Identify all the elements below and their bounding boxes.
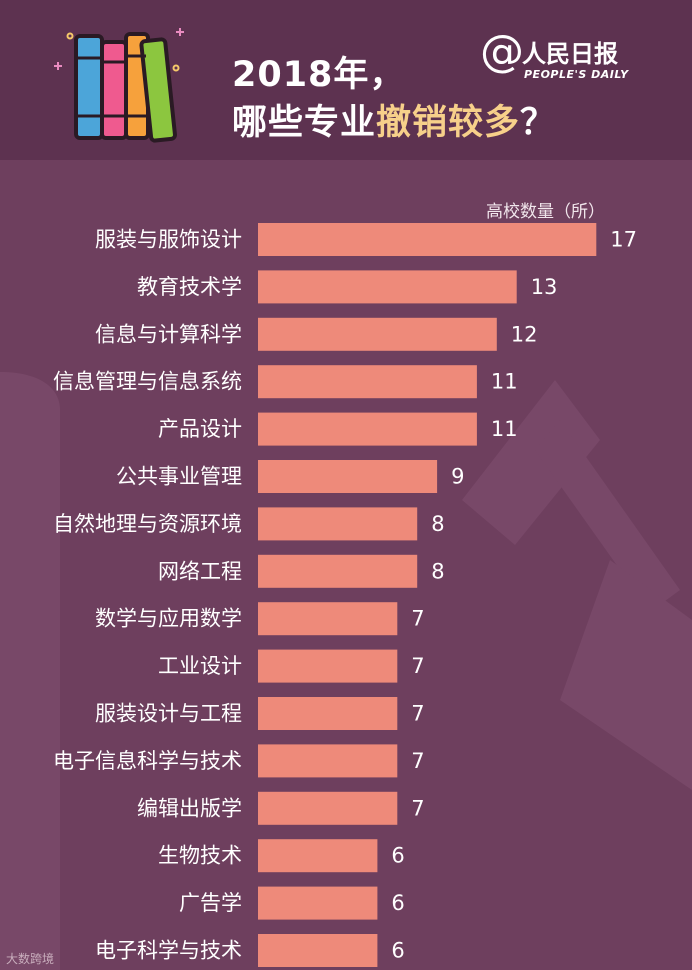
value-label: 13 — [531, 275, 558, 299]
value-label: 9 — [451, 465, 464, 489]
peoples-daily-logo: @ 人民日报 PEOPLE'S DAILY — [480, 26, 660, 92]
brand-english: PEOPLE'S DAILY — [524, 68, 629, 81]
bar — [258, 365, 477, 399]
category-label: 信息与计算科学 — [95, 322, 242, 346]
category-label: 电子科学与技术 — [95, 939, 242, 963]
category-label: 数学与应用数学 — [95, 607, 242, 631]
bar — [258, 317, 497, 351]
value-label: 8 — [431, 512, 444, 536]
value-label: 6 — [391, 939, 404, 963]
value-label: 17 — [610, 228, 637, 252]
bar — [258, 270, 517, 304]
value-label: 11 — [491, 370, 518, 394]
bar — [258, 460, 438, 493]
books-icon — [54, 28, 184, 143]
value-label: 7 — [411, 796, 424, 820]
bar — [258, 223, 597, 256]
value-label: 11 — [491, 417, 518, 441]
bar — [258, 412, 477, 446]
category-label: 生物技术 — [158, 844, 242, 868]
brand-name: 人民日报 — [522, 40, 618, 68]
bar — [258, 839, 378, 873]
value-label: 6 — [391, 844, 404, 868]
category-label: 电子信息科学与技术 — [53, 749, 242, 773]
brand-at-symbol: @ — [480, 26, 524, 77]
category-label: 广告学 — [179, 891, 242, 915]
bar — [258, 507, 418, 541]
title-highlight: 撤销较多 — [376, 103, 521, 143]
category-label: 服装设计与工程 — [95, 702, 242, 726]
category-label: 服装与服饰设计 — [95, 228, 242, 252]
bar — [258, 744, 398, 778]
category-label: 工业设计 — [158, 654, 242, 678]
title-line-2: 哪些专业撤销较多？ — [232, 94, 556, 145]
title-line-1: 2018年， — [232, 55, 406, 95]
category-label: 教育技术学 — [137, 275, 242, 299]
title-prefix: 哪些专业 — [232, 103, 377, 143]
bar — [258, 791, 398, 825]
value-label: 7 — [411, 607, 424, 631]
bar — [258, 554, 418, 588]
category-label: 公共事业管理 — [116, 465, 242, 489]
category-label: 网络工程 — [158, 559, 242, 583]
category-label: 自然地理与资源环境 — [53, 512, 242, 536]
value-label: 7 — [411, 749, 424, 773]
value-label: 12 — [511, 322, 538, 346]
value-label: 6 — [391, 891, 404, 915]
watermark: 大数跨境 — [6, 952, 55, 966]
bar — [258, 886, 378, 920]
value-label: 7 — [411, 702, 424, 726]
category-label: 信息管理与信息系统 — [53, 370, 242, 394]
bar — [258, 602, 398, 636]
title-suffix: ？ — [520, 103, 557, 143]
bar — [258, 934, 378, 967]
value-axis-label: 高校数量（所） — [486, 202, 605, 222]
bar — [258, 697, 398, 730]
value-label: 7 — [411, 654, 424, 678]
category-label: 编辑出版学 — [137, 796, 242, 820]
value-label: 8 — [431, 559, 444, 583]
category-label: 产品设计 — [158, 417, 242, 441]
bar — [258, 649, 398, 683]
